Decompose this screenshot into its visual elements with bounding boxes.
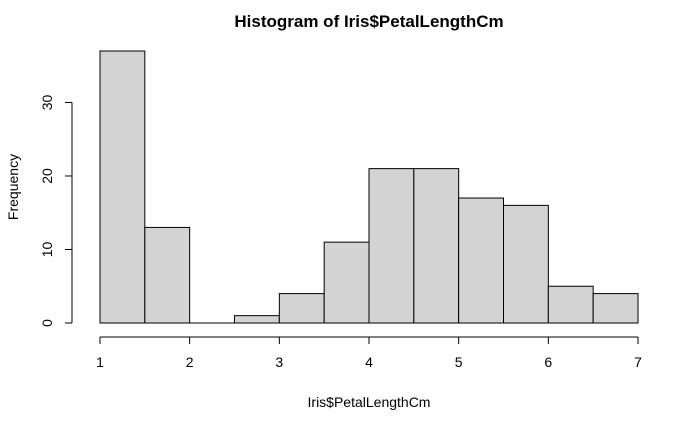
x-tick-label: 1 — [96, 354, 104, 370]
histogram-bar-1 — [144, 226, 191, 324]
chart-title: Histogram of Iris$PetalLengthCm — [234, 12, 503, 31]
y-tick-label: 0 — [39, 319, 55, 327]
x-axis: 1 2 3 4 5 6 7 — [96, 336, 642, 370]
histogram-bar-4 — [278, 293, 325, 324]
histogram-bar-8 — [458, 197, 504, 324]
x-axis-label: Iris$PetalLengthCm — [308, 394, 431, 410]
y-tick-label: 20 — [39, 168, 55, 184]
x-tick-label: 2 — [186, 354, 194, 370]
histogram-bar-7 — [413, 168, 460, 324]
y-axis: 0 10 20 30 — [39, 94, 73, 327]
x-tick-label: 6 — [544, 354, 552, 370]
x-tick-label: 3 — [275, 354, 283, 370]
histogram-bar-0 — [99, 50, 146, 324]
histogram-bar-11 — [592, 293, 639, 324]
x-tick-label: 5 — [455, 354, 463, 370]
histogram-bar-5 — [323, 241, 370, 324]
bars-group — [99, 50, 639, 324]
y-axis-label: Frequency — [5, 154, 21, 220]
x-tick-label: 7 — [634, 354, 642, 370]
histogram-bar-6 — [368, 168, 415, 324]
y-tick-label: 30 — [39, 94, 55, 110]
x-tick-label: 4 — [365, 354, 373, 370]
histogram-bar-3 — [234, 315, 280, 324]
y-tick-label: 10 — [39, 241, 55, 257]
histogram-bar-10 — [547, 285, 594, 324]
histogram-bar-9 — [503, 204, 549, 324]
